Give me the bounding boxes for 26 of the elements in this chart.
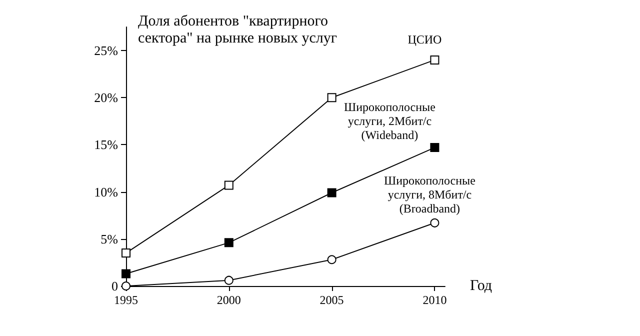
point [224, 180, 234, 190]
point [327, 93, 336, 102]
y-tick-label: 0 [112, 278, 118, 294]
point [122, 269, 130, 278]
point [327, 255, 336, 264]
series-label: ЦСИО [408, 32, 442, 46]
series-label: Широкополосные услуги, 2Мбит/с (Wideband) [344, 100, 436, 142]
point [224, 238, 234, 248]
point [122, 248, 130, 258]
x-axis-title: Год [470, 278, 492, 294]
x-tick-label: 2010 [422, 293, 447, 307]
y-tick-label: 10% [94, 184, 118, 200]
x-tick-label: 2005 [320, 293, 344, 307]
point [224, 276, 234, 285]
point [430, 143, 440, 152]
x-tick-label: 1995 [114, 293, 138, 307]
y-tick-label: 15% [94, 137, 118, 152]
y-tick-label: 5% [100, 231, 118, 246]
y-tick-label: 25% [94, 43, 118, 58]
point [327, 188, 336, 198]
point [430, 218, 440, 228]
chart-title: Доля абонентов "квартирного сектора" на рынке новых услуг [138, 14, 338, 46]
x-tick-label: 2000 [216, 293, 241, 307]
point [430, 55, 440, 64]
y-tick-label: 20% [94, 90, 118, 106]
text: Широкополосные услуги, 8Мбит/с (Broadband) [384, 173, 476, 216]
